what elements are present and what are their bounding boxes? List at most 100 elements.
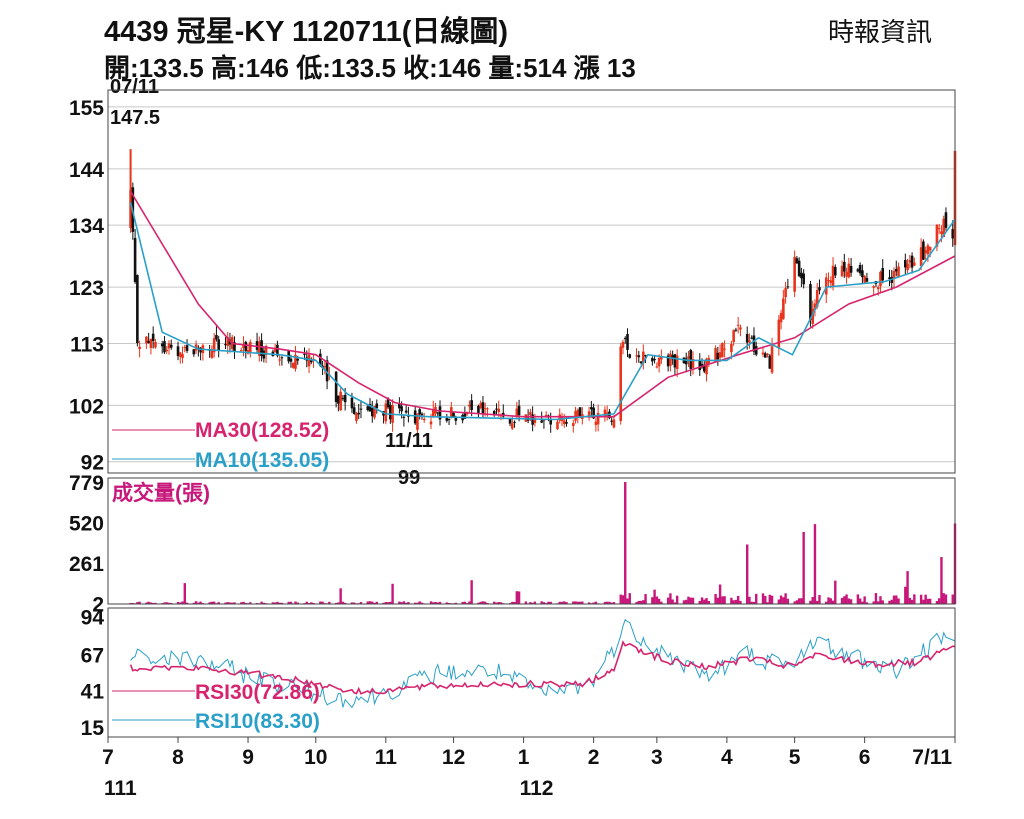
volume-bar <box>703 599 706 604</box>
volume-bar <box>937 598 941 604</box>
volume-bar <box>951 594 954 604</box>
volume-bar <box>454 602 458 604</box>
candle-body <box>951 229 955 239</box>
volume-bar <box>811 596 814 604</box>
volume-bar <box>224 602 227 604</box>
candle-body <box>596 412 600 425</box>
volume-bar <box>240 602 243 604</box>
volume-bar <box>766 602 769 604</box>
volume-bar <box>687 596 690 604</box>
candle-body <box>239 350 243 352</box>
volume-bar <box>445 602 448 604</box>
candle-body <box>626 334 629 350</box>
candle-body <box>145 336 148 344</box>
candle-body <box>594 421 598 425</box>
candle-body <box>621 341 625 348</box>
candle-body <box>779 312 783 323</box>
candle-body <box>671 355 674 360</box>
candle-body <box>562 420 566 425</box>
candle-body <box>492 411 496 415</box>
candle-body <box>843 261 846 272</box>
candle-body <box>151 333 155 341</box>
volume-bar <box>840 597 844 604</box>
volume-bar <box>942 593 945 604</box>
volume-bar <box>761 593 765 604</box>
candle-body <box>660 356 663 360</box>
rsi-tick-label: 41 <box>81 681 105 704</box>
candle-body <box>829 280 833 283</box>
candle-body <box>784 288 787 298</box>
candle-body <box>319 353 322 366</box>
candle-body <box>675 355 679 369</box>
candle-body <box>418 409 421 415</box>
candle-body <box>833 267 837 276</box>
volume-bar <box>479 601 482 604</box>
frame-layer <box>107 89 956 738</box>
volume-bar <box>176 602 180 604</box>
volume-bar <box>628 593 631 604</box>
candle-body <box>436 412 440 414</box>
panel-frame <box>107 89 956 474</box>
volume-bar <box>147 601 150 604</box>
candle-body <box>323 366 327 368</box>
volume-bar <box>312 602 315 604</box>
x-tick-label: 7/11 <box>912 746 952 769</box>
chart-title: 4439 冠星-KY 1120711(日線圖) <box>104 16 509 48</box>
volume-bar <box>872 601 875 604</box>
candle-body <box>375 403 379 409</box>
ma10-line <box>129 202 956 421</box>
candle-body <box>384 403 388 422</box>
volume-bar <box>136 602 139 604</box>
candle-body <box>702 365 706 372</box>
volume-bar <box>626 598 629 604</box>
volume-bar <box>373 602 376 604</box>
candle-body <box>745 333 749 343</box>
ma30-line <box>129 190 956 418</box>
volume-tick-label: 779 <box>69 472 104 495</box>
candle-body <box>422 418 426 421</box>
volume-bar <box>531 602 534 604</box>
candle-body <box>892 270 896 280</box>
candle-body <box>167 343 171 349</box>
candle-body <box>133 237 137 282</box>
volume-bar <box>138 601 141 604</box>
candle-body <box>689 350 693 369</box>
volume-bar <box>563 601 566 604</box>
volume-bar <box>913 594 916 604</box>
volume-bar <box>800 598 803 604</box>
volume-bar <box>660 601 663 604</box>
volume-bar <box>834 580 837 604</box>
candle-body <box>515 408 519 417</box>
candle-body <box>165 349 169 352</box>
panel-frame <box>107 477 956 605</box>
candle-body <box>350 397 354 409</box>
volume-bar <box>685 599 688 604</box>
candle-body <box>818 287 821 291</box>
candle-body <box>766 353 769 355</box>
volume-bar <box>165 602 168 604</box>
volume-bar <box>698 600 701 604</box>
price-tick-label: 155 <box>69 97 104 120</box>
candle-body <box>906 263 909 271</box>
candle-body <box>210 349 214 358</box>
volume-bar <box>129 602 132 604</box>
annotation-low-date: 11/11 <box>385 430 433 452</box>
candle-body <box>924 250 927 253</box>
candle-body <box>655 366 659 368</box>
candle-body <box>452 412 455 418</box>
volume-bar <box>197 602 200 604</box>
volume-bar <box>547 601 550 604</box>
volume-bar <box>922 599 925 604</box>
candle-body <box>786 286 790 288</box>
volume-bar <box>560 601 564 604</box>
x-tick-label: 10 <box>304 746 327 769</box>
candle-body <box>215 335 218 340</box>
candle-body <box>217 339 220 351</box>
candle-body <box>603 409 607 417</box>
candle-body <box>169 344 173 348</box>
volume-bar <box>879 596 882 604</box>
candle-body <box>768 355 772 369</box>
candle-body <box>592 407 595 419</box>
volume-bar <box>863 596 866 604</box>
candle-body <box>908 260 912 263</box>
